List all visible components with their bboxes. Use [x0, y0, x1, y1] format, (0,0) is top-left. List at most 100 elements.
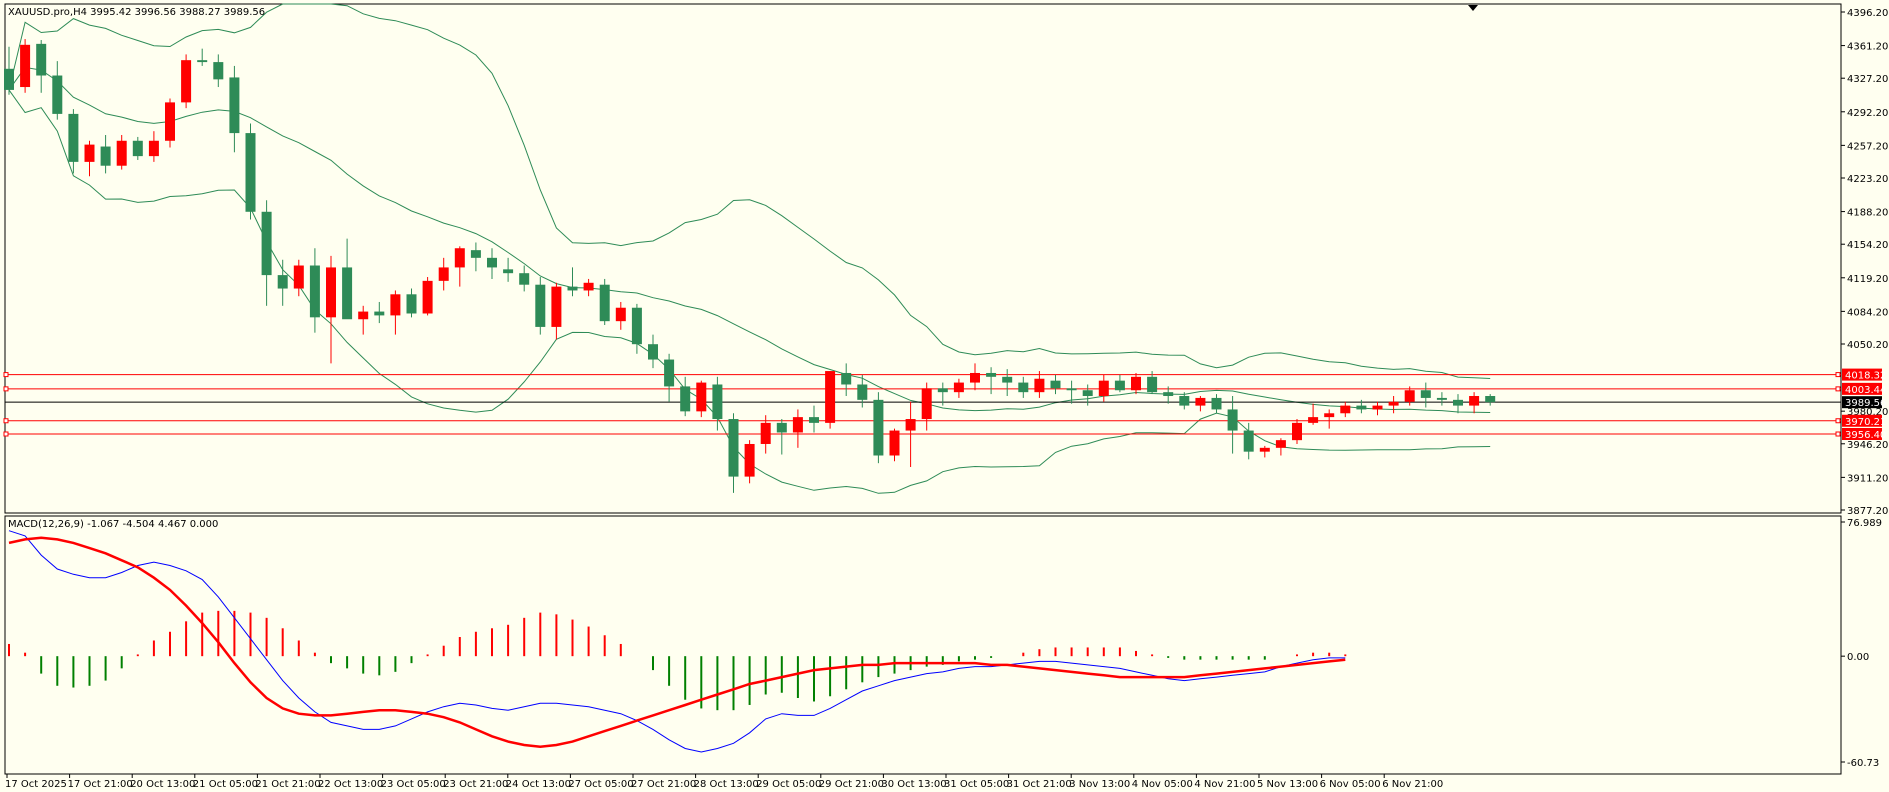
- price-tick-label: 3980.20: [1847, 407, 1888, 418]
- candle: [1292, 419, 1302, 444]
- candle: [1082, 384, 1093, 406]
- candle: [68, 109, 79, 174]
- price-axis[interactable]: 4396.20 4361.20 4327.20 4292.20 4257.20 4223.…: [1841, 8, 1888, 517]
- candle: [454, 246, 465, 287]
- candle: [1131, 372, 1141, 395]
- time-tick-label: 4 Nov 21:00: [1194, 779, 1255, 790]
- time-tick-label: 17 Oct 21:00: [68, 779, 133, 790]
- line-handle[interactable]: [1835, 418, 1841, 424]
- candle: [905, 401, 916, 468]
- candle: [921, 382, 932, 431]
- candle: [261, 200, 272, 306]
- line-handle[interactable]: [1835, 372, 1841, 378]
- price-tag: [1842, 382, 1882, 395]
- candle: [792, 409, 803, 448]
- candle: [728, 413, 739, 493]
- chart-shift-marker-icon[interactable]: [1468, 5, 1478, 11]
- candle: [744, 440, 755, 484]
- candle: [1372, 401, 1383, 416]
- candle: [213, 54, 224, 88]
- time-tick-label: 6 Nov 05:00: [1320, 779, 1381, 790]
- price-tag: [1842, 428, 1882, 441]
- time-tick-label: 23 Oct 05:00: [381, 779, 446, 790]
- price-tag: [1842, 414, 1882, 427]
- time-tick-label: 28 Oct 13:00: [694, 779, 759, 790]
- candle: [245, 123, 256, 220]
- price-tick-label: 4361.20: [1847, 42, 1888, 53]
- macd-tick-label: 0.00: [1847, 652, 1869, 663]
- line-handle[interactable]: [1835, 431, 1841, 437]
- time-tick-label: 4 Nov 05:00: [1132, 779, 1193, 790]
- price-tick-label: 4327.20: [1847, 74, 1888, 85]
- candle: [1243, 422, 1254, 460]
- candle: [100, 135, 111, 174]
- candle: [1356, 399, 1367, 414]
- candle: [631, 303, 642, 354]
- candle: [1485, 394, 1496, 406]
- price-tick-label: 4119.20: [1847, 274, 1888, 285]
- candle: [1453, 394, 1463, 414]
- macd-histogram: [8, 610, 1347, 711]
- candle: [551, 282, 562, 340]
- candle: [664, 353, 675, 402]
- candle: [36, 40, 47, 93]
- candle: [1018, 376, 1029, 398]
- candle: [1195, 396, 1206, 412]
- candle: [535, 277, 546, 335]
- candle: [857, 374, 868, 408]
- candle: [1227, 396, 1238, 454]
- line-handle[interactable]: [3, 386, 9, 392]
- main-price-panel[interactable]: [4, 3, 1842, 514]
- candle: [825, 371, 836, 429]
- time-tick-label: 20 Oct 13:00: [130, 779, 195, 790]
- price-tick-label: 4223.20: [1847, 174, 1888, 185]
- candle: [1179, 392, 1190, 410]
- candle: [760, 415, 771, 454]
- candle: [1469, 392, 1480, 414]
- candle: [1034, 371, 1045, 398]
- macd-tick-label: -60.73: [1847, 758, 1879, 769]
- time-tick-label: 24 Oct 13:00: [506, 779, 571, 790]
- candle: [358, 305, 369, 335]
- time-tick-label: 21 Oct 21:00: [255, 779, 320, 790]
- price-tick-label: 3911.20: [1847, 473, 1888, 484]
- candle: [470, 242, 481, 272]
- candle: [148, 131, 159, 162]
- candle: [181, 54, 192, 109]
- candle: [841, 363, 852, 397]
- time-tick-label: 17 Oct 2025: [5, 779, 67, 790]
- price-tick-label: 4257.20: [1847, 141, 1888, 152]
- price-tick-label: 4292.20: [1847, 108, 1888, 119]
- macd-header: MACD(12,26,9) -1.067 -4.504 4.467 0.000: [8, 519, 218, 530]
- line-handle[interactable]: [3, 431, 9, 437]
- candle: [438, 257, 449, 291]
- candle: [1147, 371, 1158, 395]
- line-handle[interactable]: [1835, 386, 1841, 392]
- candle: [1114, 374, 1125, 393]
- line-handle[interactable]: [3, 418, 9, 424]
- time-tick-label: 6 Nov 21:00: [1382, 779, 1443, 790]
- candle: [229, 65, 240, 153]
- price-tick-label: 4396.20: [1847, 8, 1888, 19]
- price-tick-label: 4188.20: [1847, 208, 1888, 219]
- candle: [1388, 396, 1399, 414]
- line-handle[interactable]: [3, 372, 9, 378]
- macd-lines: [8, 530, 1346, 753]
- bollinger-upper-line: [8, 3, 1491, 379]
- macd-axis[interactable]: 76.989 0.00 -60.73: [1841, 518, 1882, 769]
- candle: [970, 363, 980, 391]
- candle: [1098, 374, 1109, 402]
- candle: [953, 378, 964, 398]
- candle: [165, 98, 175, 148]
- candle: [20, 39, 31, 93]
- candle: [1420, 382, 1431, 408]
- candle: [390, 290, 401, 335]
- candle: [1308, 403, 1319, 425]
- price-tag-label: 4003.44: [1845, 385, 1886, 396]
- candle: [374, 301, 385, 324]
- candle: [197, 48, 208, 66]
- candle: [326, 255, 336, 364]
- price-tag: [1842, 368, 1882, 381]
